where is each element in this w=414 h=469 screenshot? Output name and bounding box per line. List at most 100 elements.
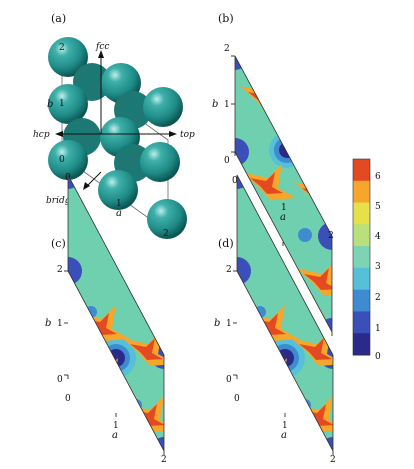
tick-b-2: 2: [224, 44, 230, 54]
bridge-arrow: [85, 171, 102, 188]
energy-maximum: [122, 330, 164, 366]
atom: [48, 84, 88, 124]
tick-a-2: 2: [163, 229, 169, 239]
panel-a-label: (a): [51, 12, 66, 25]
energy-minimum: [85, 306, 97, 318]
colorbar: 6 5 4 3 2 1 0: [352, 158, 381, 362]
heatmap-frame: [236, 174, 334, 452]
colorbar-swatches: [353, 159, 370, 356]
tick-a-1: 1: [282, 421, 288, 431]
panel-d-label: (d): [218, 237, 234, 250]
energy-maximum: [293, 396, 333, 432]
atom: [143, 87, 183, 127]
tick-a-2: 2: [328, 231, 334, 241]
tick-b-1: 1: [224, 100, 230, 110]
axis-label-b: b: [214, 318, 220, 329]
axis-label-b: b: [212, 99, 218, 110]
ticks-b: [231, 55, 333, 336]
colorbar-swatch: [353, 333, 370, 356]
energy-minimum: [107, 349, 125, 367]
atom: [48, 140, 88, 180]
colorbar-swatch: [353, 267, 370, 291]
energy-minimum: [255, 65, 269, 79]
panel-a: (a) f: [33, 12, 195, 239]
tick-a-2: 2: [330, 455, 336, 465]
colorbar-tick-3: 3: [375, 262, 381, 272]
energy-maximum: [76, 305, 130, 341]
axis-label-a: a: [112, 430, 118, 441]
energy-maximum: [245, 305, 299, 341]
ticks-d: [233, 270, 334, 455]
energy-minimum: [299, 399, 311, 411]
tick-a-1: 1: [281, 203, 287, 213]
bridge-arrowhead: [83, 182, 90, 190]
energy-minimum: [130, 399, 142, 411]
tick-a-0: 0: [232, 176, 238, 186]
colorbar-tick-5: 5: [375, 202, 381, 212]
axis-label-a: a: [280, 212, 286, 223]
site-label-bridge: bridge: [46, 196, 76, 206]
axis-label-a: a: [116, 208, 122, 219]
energy-minimum: [298, 228, 312, 242]
colorbar-tick-2: 2: [375, 293, 381, 303]
axis-label-b: b: [47, 99, 53, 110]
colorbar-tick-6: 6: [375, 172, 381, 182]
tick-a-2: 2: [161, 455, 167, 465]
energy-minimum: [276, 349, 294, 367]
colorbar-swatch: [353, 159, 370, 182]
panel-c-label: (c): [51, 237, 66, 250]
hcp-arrowhead: [55, 131, 63, 137]
tick-b-1: 1: [59, 99, 65, 109]
energy-maximum: [291, 330, 333, 366]
colorbar-frame: [352, 158, 371, 356]
colorbar-swatch: [353, 246, 370, 269]
heatmap-background: [237, 175, 333, 451]
tick-b-2: 2: [59, 43, 65, 53]
top-arrowhead: [169, 131, 177, 137]
axis-label-a: a: [281, 430, 287, 441]
energy-minimum: [279, 142, 295, 158]
tick-b-0: 0: [57, 375, 63, 385]
ticks-c: [64, 270, 165, 455]
colorbar-tick-4: 4: [375, 232, 381, 242]
atom: [98, 170, 138, 210]
site-arrows: [55, 50, 177, 190]
colorbar-swatch: [353, 180, 370, 204]
atom: [48, 37, 88, 77]
tick-b-2: 2: [226, 265, 232, 275]
colorbar-tick-0: 0: [375, 352, 381, 362]
energy-minimum: [237, 257, 251, 285]
atom: [140, 142, 180, 182]
atom-layer: [48, 37, 187, 239]
heatmap-frame: [67, 174, 165, 452]
tick-b-1: 1: [57, 319, 63, 329]
tick-b-2: 2: [57, 265, 63, 275]
site-label-fcc: fcc: [95, 42, 109, 52]
tick-b-0: 0: [226, 375, 232, 385]
site-label-hcp: hcp: [33, 130, 50, 140]
colorbar-swatch: [353, 289, 370, 312]
tick-a-1: 1: [113, 421, 119, 431]
tick-b-0: 0: [59, 155, 65, 165]
atom: [147, 199, 187, 239]
tick-a-0: 0: [65, 394, 71, 404]
energy-minimum: [68, 257, 82, 285]
colorbar-swatch: [353, 224, 370, 247]
tick-a-1: 1: [116, 199, 122, 209]
axis-label-b: b: [45, 318, 51, 329]
colorbar-tick-1: 1: [375, 324, 381, 334]
energy-maximum: [242, 164, 296, 200]
heatmap-background: [68, 175, 164, 451]
energy-maximum: [124, 396, 164, 432]
tick-a-0: 0: [234, 394, 240, 404]
colorbar-swatch: [353, 202, 370, 225]
energy-minimum: [235, 138, 249, 166]
fcc-arrowhead: [98, 50, 104, 58]
colorbar-swatch: [353, 311, 370, 334]
energy-minimum: [254, 306, 266, 318]
energy-maximum: [296, 260, 332, 296]
panel-b-label: (b): [218, 12, 234, 25]
tick-b-0: 0: [224, 156, 230, 166]
energy-minimum: [318, 222, 332, 250]
